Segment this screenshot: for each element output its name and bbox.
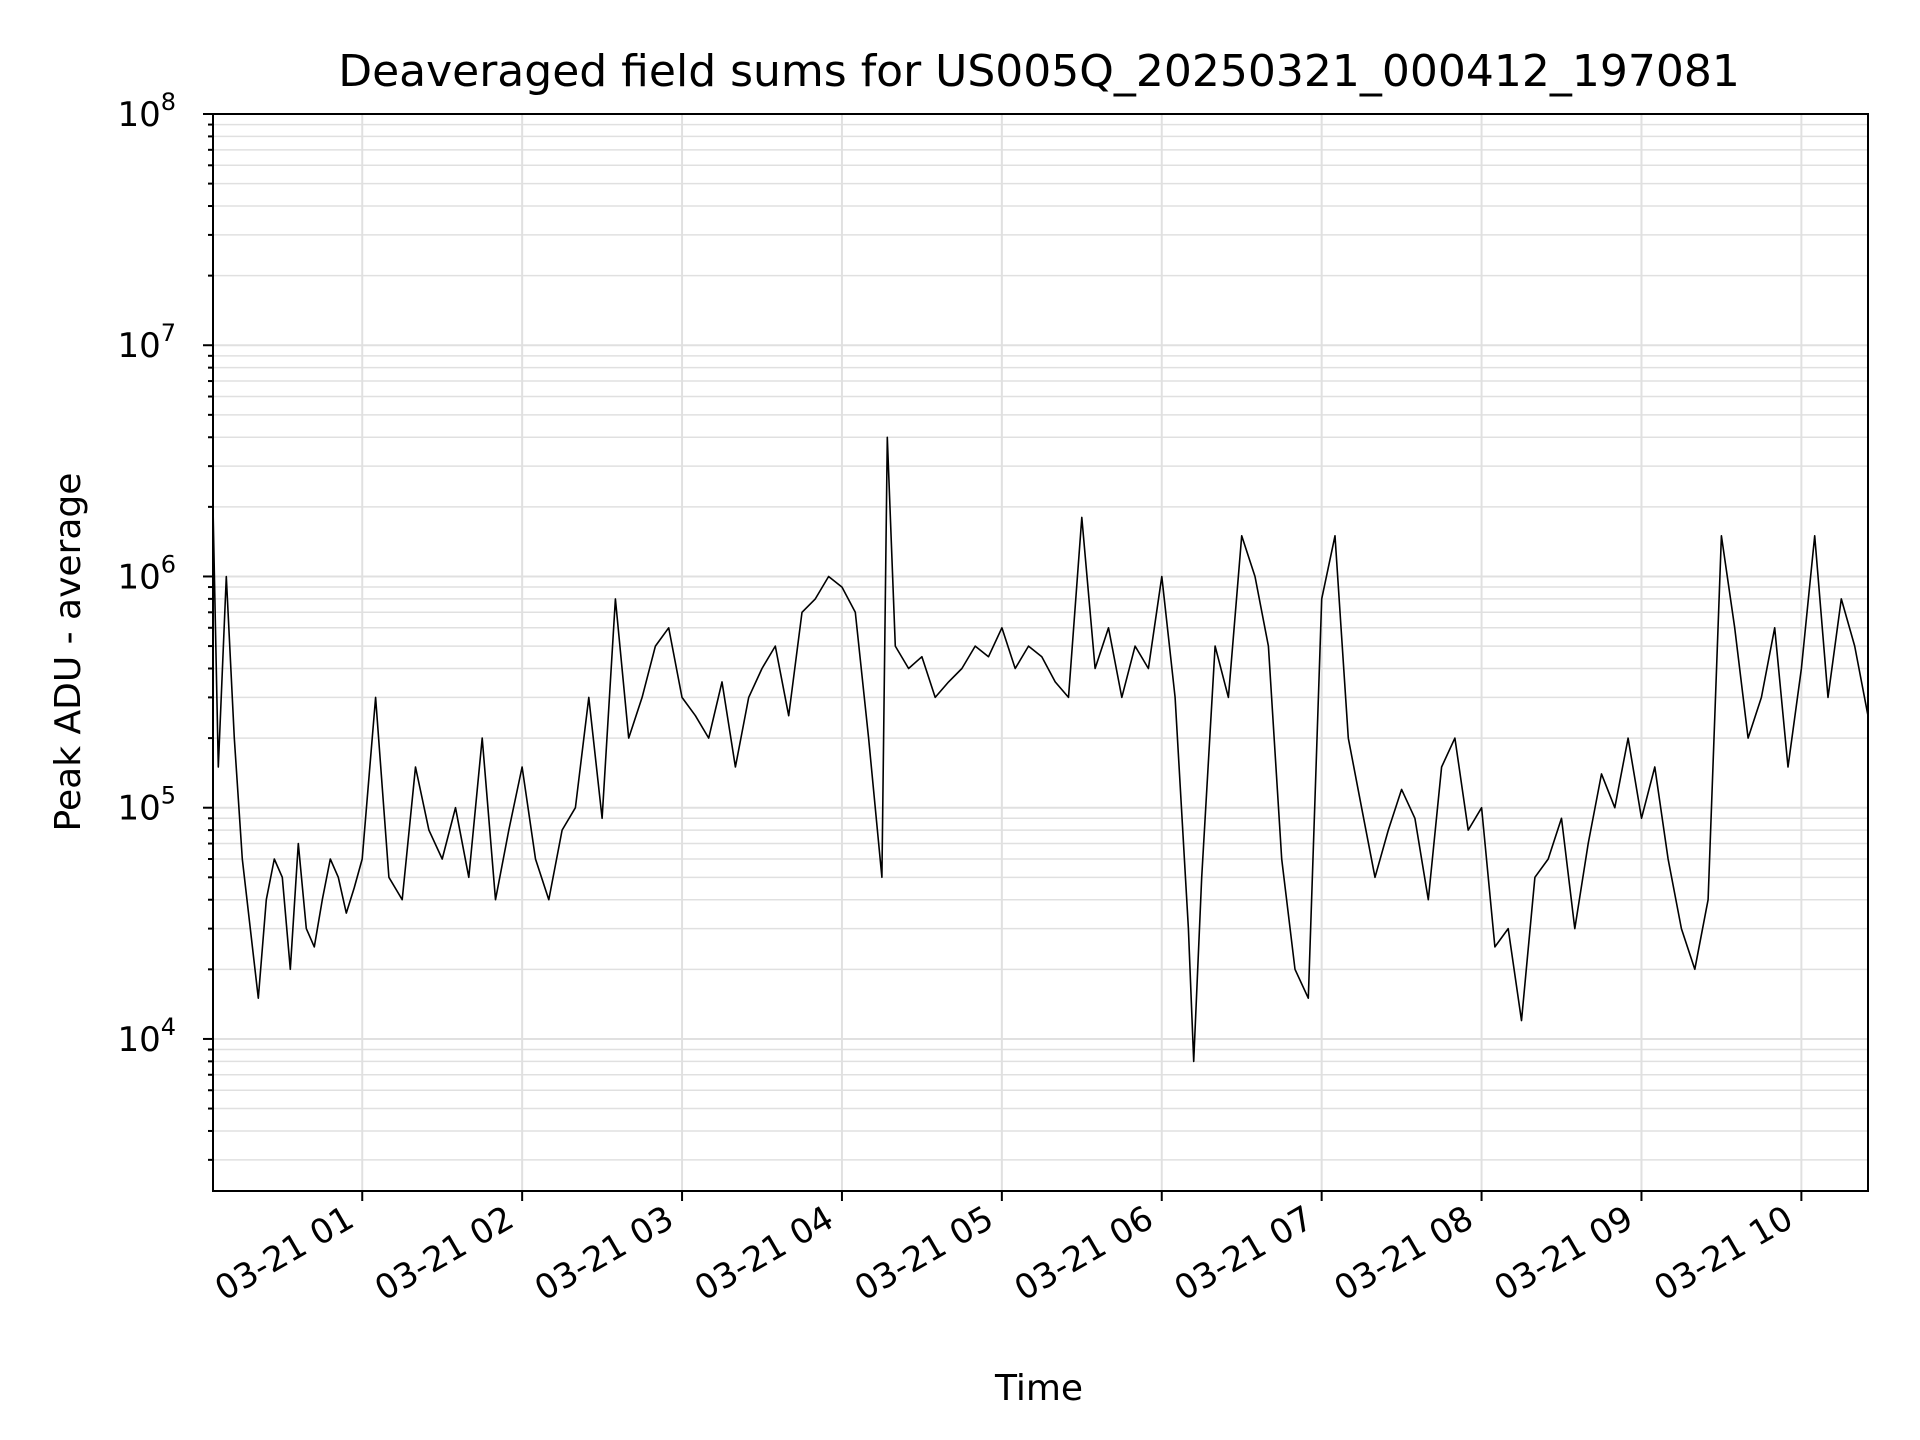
- chart-title: Deaveraged field sums for US005Q_2025032…: [338, 46, 1740, 97]
- y-tick-label: 106: [117, 550, 176, 597]
- y-axis: 104 105 106 107 108: [117, 88, 213, 1161]
- y-axis-label: Peak ADU - average: [48, 473, 89, 832]
- y-tick-label: 107: [117, 319, 176, 366]
- y-tick-label: 105: [117, 782, 176, 829]
- data-line: [213, 436, 1868, 1063]
- plot-area: [213, 436, 1868, 1063]
- y-tick-label: 104: [117, 1013, 176, 1060]
- x-axis-label: Time: [994, 1368, 1083, 1409]
- y-tick-label: 108: [117, 88, 176, 135]
- plot-frame: [212, 113, 1869, 1192]
